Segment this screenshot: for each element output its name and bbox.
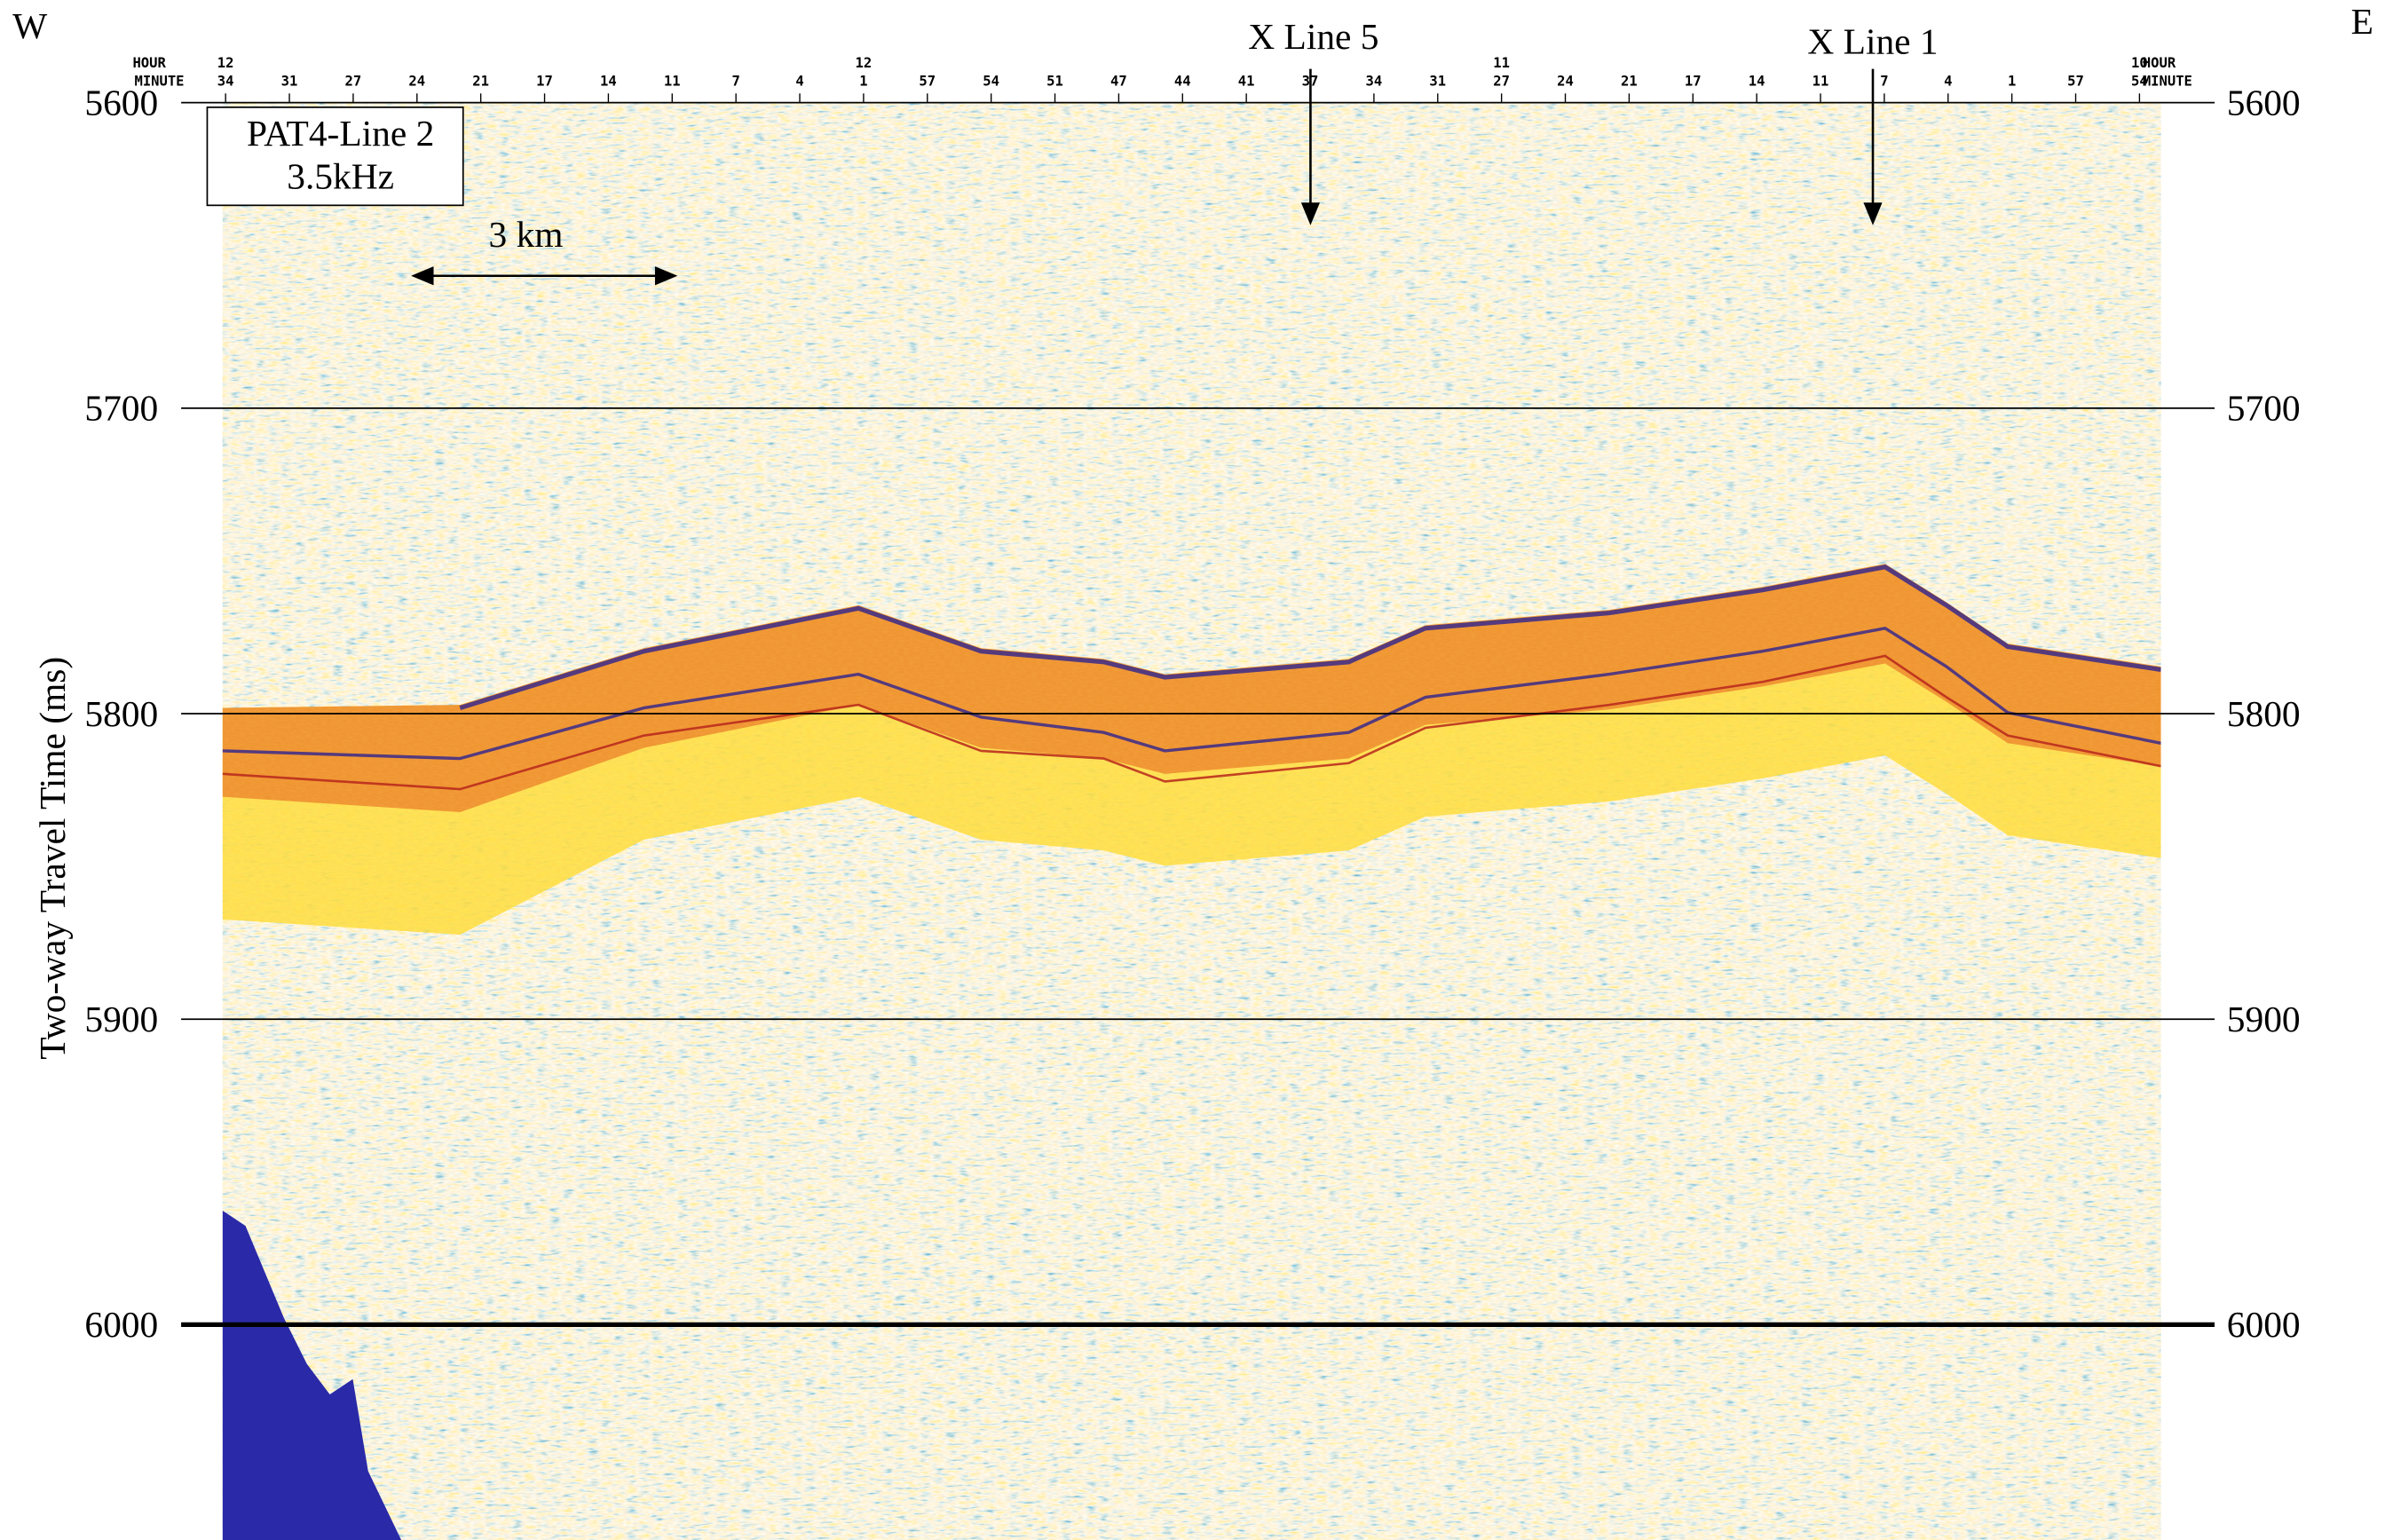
minute-tick-label: 41 [1238, 74, 1255, 90]
corner-label: E [2351, 1, 2373, 42]
scale-bar [411, 266, 678, 286]
hour-tick-label: 10 [2131, 55, 2148, 71]
minute-tick-label: 31 [281, 74, 298, 90]
minute-tick-label: 1 [2008, 74, 2016, 90]
minute-tick-label: 57 [2067, 74, 2084, 90]
minute-tick-label: 1 [859, 74, 867, 90]
minute-tick-label: 14 [600, 74, 617, 90]
minute-tick-label: 34 [1366, 74, 1383, 90]
y-tick-label: 5700 [2227, 388, 2301, 429]
y-axis-label: Two-way Travel Time (ms) [32, 657, 74, 1060]
minute-tick-label: 7 [1880, 74, 1888, 90]
y-tick-label: 6000 [84, 1304, 158, 1345]
title-box [206, 106, 464, 207]
minute-tick-label: 27 [345, 74, 362, 90]
y-tick-label: 5800 [2227, 693, 2301, 734]
y-tick-label: 5700 [84, 388, 158, 429]
y-tick-label: 5900 [84, 999, 158, 1039]
minute-tick-label: 54 [2131, 74, 2148, 90]
title-line: PAT4-Line 2 [247, 113, 434, 154]
minute-tick-label: 11 [664, 74, 681, 90]
seismic-image [222, 102, 2161, 1540]
minute-label: MINUTE [134, 74, 184, 90]
hour-tick-label: 12 [856, 55, 873, 71]
cross-line-label: X Line 5 [1248, 16, 1378, 57]
corner-label: W [12, 5, 48, 46]
minute-tick-label: 21 [472, 74, 489, 90]
minute-tick-label: 7 [731, 74, 739, 90]
minute-tick-label: 17 [1685, 74, 1702, 90]
minute-tick-label: 14 [1749, 74, 1765, 90]
title-line: 3.5kHz [287, 155, 394, 196]
minute-tick-label: 54 [983, 74, 999, 90]
scale-bar-label: 3 km [489, 214, 564, 255]
minute-tick-label: 17 [536, 74, 553, 90]
y-tick-label: 5900 [2227, 999, 2301, 1039]
minute-tick-label: 34 [217, 74, 234, 90]
minute-tick-label: 47 [1110, 74, 1127, 90]
minute-tick-label: 57 [919, 74, 936, 90]
minute-tick-label: 24 [408, 74, 425, 90]
minute-label: MINUTE [2143, 74, 2192, 90]
cross-line-arrows [1300, 68, 1883, 225]
hour-label: HOUR [132, 55, 166, 71]
y-tick-label: 5800 [84, 693, 158, 734]
minute-tick-label: 11 [1812, 74, 1829, 90]
minute-tick-label: 27 [1493, 74, 1510, 90]
minute-tick-label: 51 [1046, 74, 1063, 90]
hour-label: HOUR [2143, 55, 2176, 71]
minute-tick-label: 31 [1429, 74, 1446, 90]
minute-tick-label: 4 [1944, 74, 1952, 90]
minute-tick-label: 21 [1621, 74, 1638, 90]
minute-tick-label: 4 [795, 74, 803, 90]
y-tick-label: 5600 [84, 82, 158, 122]
hour-tick-label: 12 [217, 55, 234, 71]
minute-tick-label: 37 [1302, 74, 1319, 90]
y-tick-label: 6000 [2227, 1304, 2301, 1345]
minute-tick-label: 24 [1557, 74, 1574, 90]
minute-tick-label: 44 [1174, 74, 1191, 90]
cross-line-label: X Line 1 [1807, 20, 1938, 61]
hour-tick-label: 11 [1493, 55, 1510, 71]
y-tick-label: 5600 [2227, 82, 2301, 122]
